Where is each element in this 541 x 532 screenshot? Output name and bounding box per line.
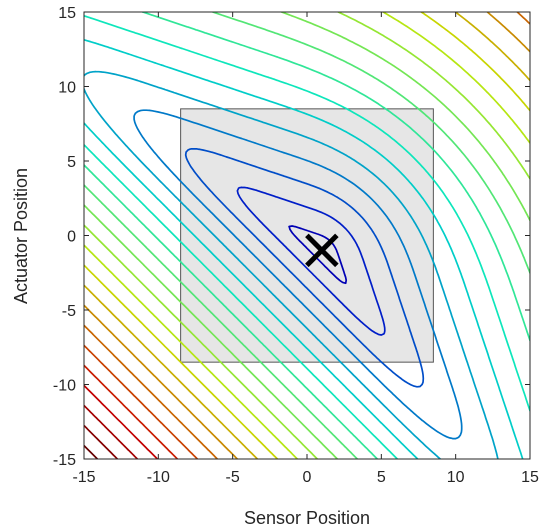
x-tick-label: 15 [521, 469, 539, 486]
y-tick-label: -5 [62, 303, 76, 320]
marker-stroke [305, 233, 339, 268]
contour-line [84, 444, 99, 459]
y-tick-label: -15 [53, 452, 76, 469]
y-tick-label: 15 [58, 5, 76, 22]
y-tick-label: -10 [53, 378, 76, 395]
contour-line [184, 147, 425, 388]
y-axis-ticks: -15 -10 -5 0 5 10 15 [53, 5, 530, 469]
contour-line [84, 12, 530, 459]
x-tick-label: -5 [226, 469, 240, 486]
contour-lines [84, 12, 530, 459]
contour-line [84, 344, 199, 459]
y-tick-label: 0 [67, 229, 76, 246]
x-tick-label: 10 [447, 469, 465, 486]
contour-line [84, 12, 530, 459]
contour-line [84, 424, 119, 459]
contour-line [288, 225, 348, 285]
contour-line [84, 12, 530, 459]
y-tick-label: 5 [67, 154, 76, 171]
contour-line [84, 12, 530, 459]
plot-area [83, 11, 531, 460]
x-tick-label: -10 [147, 469, 170, 486]
contour-line [84, 12, 530, 459]
x-axis-label: Sensor Position [244, 508, 370, 528]
contour-line [84, 12, 530, 459]
x-axis-ticks: -15 -10 -5 0 5 10 15 [72, 12, 539, 486]
minimum-marker [305, 233, 339, 268]
x-tick-label: -15 [72, 469, 95, 486]
contour-line [84, 12, 530, 459]
contour-line [84, 38, 524, 459]
contour-line [236, 186, 386, 336]
contour-line [84, 14, 530, 459]
contour-line [84, 12, 530, 459]
contour-line [84, 384, 159, 459]
x-tick-label: 5 [377, 469, 386, 486]
y-axis-label: Actuator Position [11, 168, 31, 304]
y-tick-label: 10 [58, 80, 76, 97]
contour-line [84, 12, 530, 459]
contour-line [84, 70, 499, 459]
contour-line [133, 109, 463, 440]
contour-line [84, 404, 139, 459]
contour-line [84, 364, 179, 459]
x-tick-label: 0 [303, 469, 312, 486]
